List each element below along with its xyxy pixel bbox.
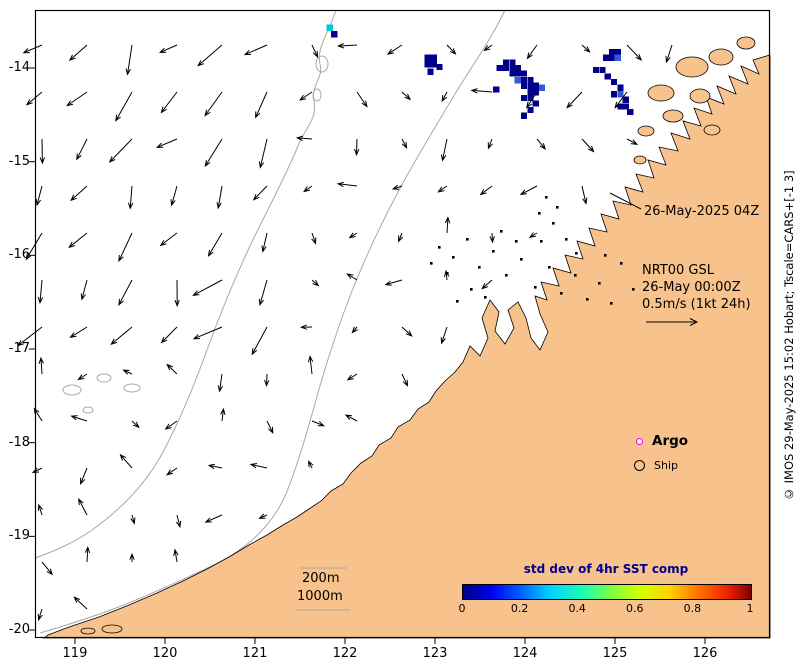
sst-anomaly-cells — [326, 24, 634, 119]
scale-arrow-icon — [646, 318, 699, 326]
model-scale-label: 0.5m/s (1kt 24h) — [642, 297, 751, 312]
colorbar: std dev of 4hr SST comp 0 0.2 0.4 0.6 0.8 1 — [458, 562, 754, 618]
model-info-block: NRT00 GSL 26-May 00:00Z 0.5m/s (1kt 24h) — [642, 262, 751, 313]
current-vector-arrows — [17, 43, 673, 622]
model-time-label: 26-May 00:00Z — [642, 280, 741, 295]
colorbar-gradient — [462, 584, 752, 600]
colorbar-tick: 0 — [458, 602, 466, 615]
y-tick-label: -17 — [8, 341, 30, 356]
argo-legend: Argo — [636, 433, 688, 449]
islands — [80, 36, 756, 635]
island-specks — [430, 196, 635, 305]
x-tick-label: 121 — [242, 646, 268, 661]
colorbar-title: std dev of 4hr SST comp — [523, 562, 689, 576]
obs-time-leader-line — [609, 192, 642, 210]
x-tick-label: 122 — [332, 646, 358, 661]
colorbar-tick: 0.2 — [510, 602, 529, 615]
land-mass — [42, 54, 771, 639]
model-name-label: NRT00 GSL — [642, 263, 714, 278]
plot-frame — [34, 9, 771, 639]
x-tick-label: 120 — [152, 646, 178, 661]
bathymetry-contours — [34, 9, 506, 634]
contour-1000m-label: 1000m — [297, 589, 343, 604]
y-tick-label: -19 — [8, 528, 30, 544]
ship-marker-icon — [634, 460, 645, 471]
y-tick-label: -20 — [8, 622, 30, 638]
colorbar-tick: 0.4 — [568, 602, 586, 615]
contour-200m-label: 200m — [302, 571, 340, 586]
x-tick-label: 124 — [512, 646, 538, 661]
y-tick-label: -14 — [8, 59, 30, 75]
contour-legend-lines — [296, 567, 350, 611]
ship-legend-label: Ship — [654, 459, 678, 472]
colorbar-tick: 1 — [746, 602, 754, 615]
colorbar-tick: 0.8 — [683, 602, 702, 615]
y-tick-label: -15 — [8, 153, 30, 169]
x-tick-label: 123 — [422, 646, 448, 661]
argo-marker-icon — [636, 437, 643, 445]
observation-time-label: 26-May-2025 04Z — [644, 204, 760, 219]
y-tick-label: -16 — [8, 247, 30, 263]
copyright-watermark: © IMOS 29-May-2025 15:02 Hobart; Tscale=… — [782, 170, 796, 502]
colorbar-tick-labels: 0 0.2 0.4 0.6 0.8 1 — [458, 602, 754, 618]
colorbar-tick: 0.6 — [626, 602, 644, 615]
x-tick-label: 126 — [692, 646, 718, 661]
axis-ticks — [29, 67, 706, 644]
ship-legend: Ship — [634, 459, 678, 472]
x-tick-label: 119 — [62, 646, 88, 661]
y-tick-label: -18 — [8, 434, 30, 450]
x-tick-label: 125 — [602, 646, 628, 661]
argo-legend-label: Argo — [652, 433, 689, 449]
